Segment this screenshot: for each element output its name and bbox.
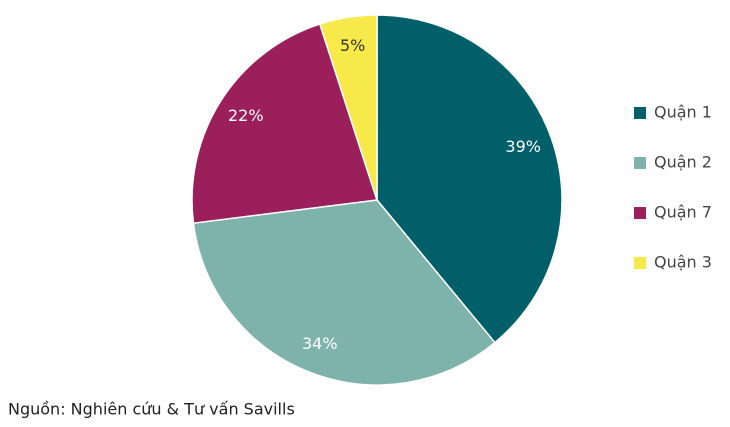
legend-swatch	[634, 157, 646, 169]
legend-label: Quận 2	[654, 153, 712, 172]
legend-label: Quận 1	[654, 103, 712, 122]
pie-slice	[192, 199, 496, 386]
data-label: 5%	[340, 36, 365, 55]
data-label: 34%	[302, 334, 338, 353]
legend-label: Quận 7	[654, 203, 712, 222]
legend-swatch	[634, 257, 646, 269]
data-label: 22%	[228, 106, 264, 125]
pie-slice	[191, 23, 378, 225]
source-note: Nguồn: Nghiên cứu & Tư vấn Savills	[8, 400, 295, 419]
pie-slice	[376, 14, 563, 344]
legend-swatch	[634, 207, 646, 219]
pie-slice	[318, 14, 378, 201]
legend-swatch	[634, 107, 646, 119]
data-label: 39%	[505, 137, 541, 156]
legend-label: Quận 3	[654, 253, 712, 272]
